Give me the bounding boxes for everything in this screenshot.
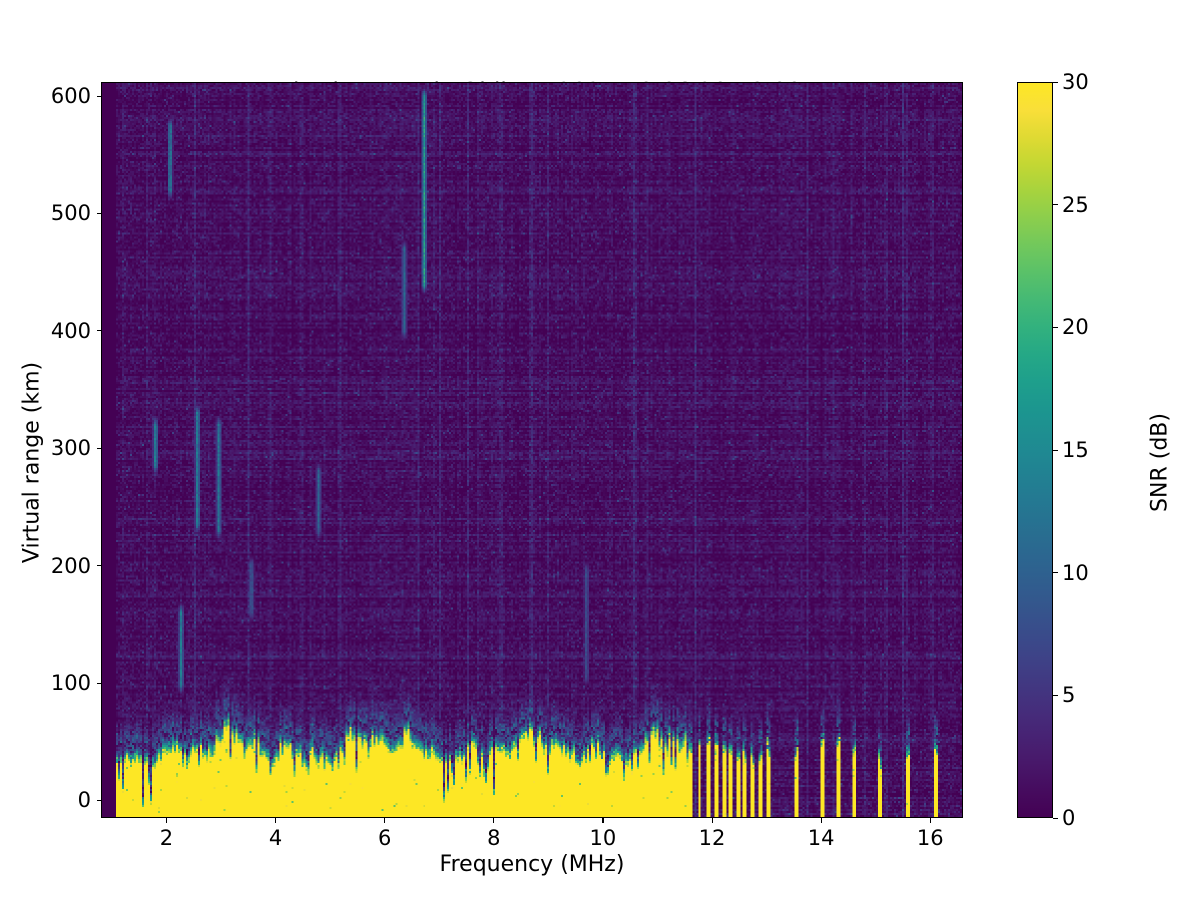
y-tick-mark	[96, 682, 101, 684]
ionogram-heatmap-axes	[101, 82, 963, 818]
x-tick-label: 16	[916, 826, 944, 850]
colorbar-tick-label: 30	[1062, 70, 1089, 94]
colorbar-tick-label: 0	[1062, 806, 1076, 830]
y-tick-label: 0	[77, 788, 91, 813]
colorbar-tick-mark	[1053, 81, 1058, 83]
x-tick-label: 14	[807, 826, 835, 850]
ionogram-heatmap-image	[102, 83, 962, 817]
y-tick-mark	[96, 565, 101, 567]
x-tick-mark	[820, 818, 822, 823]
colorbar-tick-label: 20	[1062, 315, 1089, 340]
colorbar-tick-mark	[1053, 204, 1058, 206]
colorbar	[1017, 82, 1053, 818]
x-tick-mark	[929, 818, 931, 823]
x-tick-mark	[711, 818, 713, 823]
x-tick-label: 6	[378, 826, 392, 850]
x-tick-mark	[493, 818, 495, 823]
x-tick-label: 12	[698, 826, 726, 850]
colorbar-tick-label: 25	[1062, 192, 1089, 217]
colorbar-tick-mark	[1053, 449, 1058, 451]
y-tick-mark	[96, 799, 101, 801]
colorbar-tick-mark	[1053, 694, 1058, 696]
y-tick-label: 400	[50, 318, 91, 343]
y-axis-label: Virtual range (km)	[19, 361, 45, 564]
y-tick-mark	[96, 212, 101, 215]
x-tick-mark	[384, 818, 386, 823]
x-tick-label: 10	[589, 826, 617, 850]
colorbar-tick-mark	[1053, 572, 1058, 574]
colorbar-tick-mark	[1053, 326, 1058, 328]
x-tick-mark	[602, 818, 604, 823]
y-tick-mark	[96, 330, 101, 332]
x-tick-label: 4	[268, 826, 283, 850]
x-tick-mark	[275, 818, 277, 823]
y-tick-label: 600	[50, 84, 91, 109]
y-tick-label: 200	[50, 553, 91, 578]
colorbar-tick-label: 10	[1062, 560, 1089, 585]
colorbar-tick-label: 15	[1062, 438, 1089, 462]
y-tick-mark	[96, 447, 101, 449]
y-tick-label: 500	[50, 201, 91, 226]
x-tick-mark	[165, 818, 168, 823]
y-tick-mark	[96, 95, 101, 97]
colorbar-label: SNR (dB)	[1147, 413, 1173, 512]
x-axis-label: Frequency (MHz)	[439, 852, 625, 877]
y-tick-label: 300	[50, 436, 91, 461]
colorbar-tick-label: 5	[1062, 683, 1076, 708]
colorbar-tick-mark	[1053, 817, 1058, 819]
colorbar-gradient	[1018, 83, 1052, 817]
x-tick-label: 2	[159, 826, 174, 850]
x-tick-label: 8	[487, 826, 501, 850]
y-tick-label: 100	[50, 671, 91, 695]
